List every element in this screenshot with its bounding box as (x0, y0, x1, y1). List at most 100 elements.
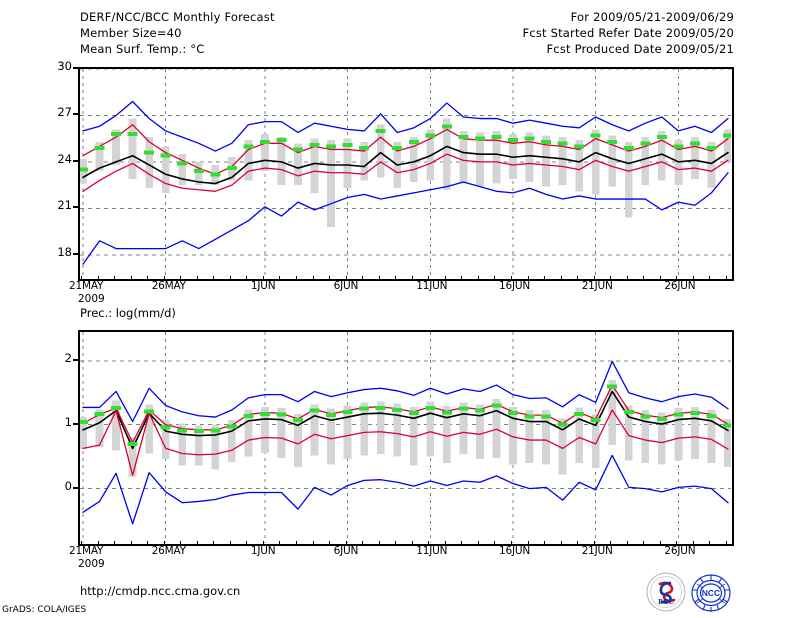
x-axis-tick-mark (444, 276, 446, 279)
x-axis-tick-label: 21JUN (581, 280, 613, 292)
y-axis-tick-label: 27 (57, 105, 72, 120)
x-axis-tick-mark (262, 276, 264, 279)
temperature-variable-label: Mean Surf. Temp.: °C (80, 42, 205, 56)
x-axis-tick-label: 26JUN (664, 280, 696, 292)
x-axis-tick-mark (511, 541, 512, 544)
x-axis-tick-mark (196, 541, 198, 544)
y-axis-tick-label: 24 (57, 151, 72, 166)
x-axis-tick-mark (659, 541, 661, 544)
x-axis-tick-mark (180, 541, 182, 544)
series-25th-percentile (82, 153, 729, 192)
x-axis-tick-mark (213, 276, 215, 279)
x-axis-tick-mark (130, 541, 132, 544)
x-axis-tick-label: 6JUN (333, 280, 359, 292)
x-axis-tick-mark (345, 276, 347, 279)
x-axis-tick-mark (477, 276, 479, 279)
y-axis-tick-label: 18 (57, 244, 72, 259)
x-axis-tick-mark (395, 276, 397, 279)
precipitation-variable-label: Prec.: log(mm/d) (80, 306, 176, 320)
source-url[interactable]: http://cmdp.ncc.cma.gov.cn (80, 584, 241, 598)
x-axis-tick-mark (544, 541, 546, 544)
x-axis-tick-mark (726, 541, 727, 544)
x-axis-tick-mark (560, 541, 562, 544)
x-axis-tick-mark (81, 541, 82, 544)
y-axis-tick-mark (73, 159, 78, 162)
x-axis-tick-mark (709, 541, 711, 544)
x-axis-tick-label: 26JUN (664, 545, 696, 557)
x-axis-tick-mark (378, 541, 380, 544)
x-axis-tick-mark (494, 541, 496, 544)
x-axis-tick-mark (511, 276, 512, 279)
x-axis-tick-mark (345, 541, 347, 544)
x-axis-tick-label: 26MAY (151, 280, 186, 292)
x-axis-tick-mark (560, 276, 562, 279)
x-axis-tick-mark (163, 276, 165, 279)
ncc-logo: NCC (690, 572, 732, 618)
page-title: DERF/NCC/BCC Monthly Forecast (80, 10, 275, 24)
x-axis-tick-mark (726, 276, 727, 279)
x-axis-tick-mark (329, 541, 331, 544)
y-axis-tick-mark (73, 113, 78, 116)
x-axis-tick-mark (362, 541, 364, 544)
x-axis-tick-mark (147, 276, 149, 279)
x-axis-tick-mark (610, 541, 612, 544)
precipitation-plot-area (80, 332, 731, 543)
x-axis-tick-mark (461, 276, 463, 279)
x-axis-year-label: 2009 (78, 558, 105, 570)
x-axis-tick-mark (676, 276, 678, 279)
x-axis-tick-mark (246, 541, 248, 544)
y-axis-tick-mark (73, 358, 78, 361)
x-axis-tick-mark (692, 276, 694, 279)
x-axis-tick-label: 11JUN (416, 545, 448, 557)
x-axis-tick-mark (180, 276, 182, 279)
member-size-label: Member Size=40 (80, 26, 182, 40)
x-axis-tick-label: 16JUN (499, 545, 530, 557)
x-axis-tick-mark (329, 276, 331, 279)
bcc-logo: BCC (646, 572, 686, 616)
x-axis-tick-label: 21MAY (69, 280, 104, 292)
x-axis-tick-mark (279, 541, 281, 544)
x-axis-tick-label: 26MAY (151, 545, 186, 557)
forecast-produced-date-label: Fcst Produced Date 2009/05/21 (546, 42, 734, 56)
x-axis-tick-mark (97, 276, 99, 279)
x-axis-tick-mark (709, 276, 711, 279)
x-axis-tick-mark (593, 276, 595, 279)
svg-text:BCC: BCC (658, 597, 674, 606)
series-ensemble-minimum (82, 454, 729, 525)
temperature-chart (78, 67, 734, 281)
surface-temperature-plot-area (80, 69, 731, 278)
x-axis-tick-mark (411, 541, 413, 544)
x-axis-tick-label: 1JUN (250, 280, 276, 292)
x-axis-tick-mark (229, 541, 231, 544)
x-axis-tick-mark (378, 276, 380, 279)
x-axis-tick-mark (494, 276, 496, 279)
observed-dash-markers (80, 124, 731, 177)
gridlines (80, 332, 731, 543)
x-axis-tick-mark (643, 276, 645, 279)
x-axis-tick-mark (577, 276, 579, 279)
series-25th-percentile (82, 409, 729, 476)
forecast-range-label: For 2009/05/21-2009/06/29 (570, 10, 734, 24)
x-axis-tick-mark (593, 541, 595, 544)
y-axis-tick-mark (73, 252, 78, 255)
x-axis-year-label: 2009 (78, 293, 105, 305)
x-axis-tick-mark (626, 541, 628, 544)
x-axis-tick-mark (626, 276, 628, 279)
x-axis-tick-mark (461, 541, 463, 544)
series-ensemble-maximum (82, 100, 729, 152)
observed-dash-markers (80, 384, 731, 446)
ensemble-spread-bars (80, 118, 731, 227)
x-axis-tick-mark (527, 276, 529, 279)
x-axis-tick-mark (97, 541, 99, 544)
x-axis-tick-mark (610, 276, 612, 279)
x-axis-tick-mark (527, 541, 529, 544)
y-axis-tick-mark (73, 422, 78, 425)
y-axis-tick-label: 21 (57, 198, 72, 213)
x-axis-tick-mark (676, 541, 678, 544)
y-axis-tick-mark (73, 206, 78, 209)
y-axis-tick-label: 0 (64, 478, 72, 493)
svg-text:NCC: NCC (702, 588, 720, 598)
x-axis-tick-label: 6JUN (333, 545, 359, 557)
series-75th-percentile (82, 384, 729, 444)
